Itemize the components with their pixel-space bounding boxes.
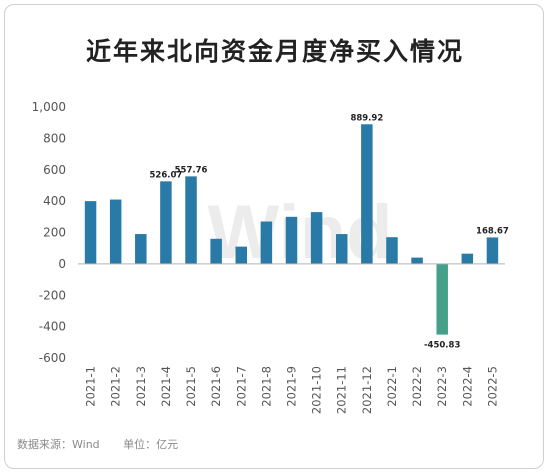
chart-footer: 数据来源：Wind 单位：亿元: [17, 436, 198, 452]
x-tick-label: 2021-7: [234, 366, 248, 407]
y-tick-label: -200: [39, 288, 66, 302]
bar: [135, 234, 147, 264]
bar: [486, 237, 499, 264]
x-tick-label: 2021-9: [285, 366, 299, 407]
y-tick-label: 200: [43, 226, 66, 240]
y-tick-label: 800: [43, 131, 66, 145]
bars: [84, 124, 499, 335]
x-tick-label: 2021-6: [209, 366, 223, 407]
x-axis: 2021-1 2021-2 2021-3 2021-4 2021-5 2021-6 2021…: [84, 366, 500, 414]
bar: [84, 201, 97, 264]
bar: [109, 199, 122, 264]
y-tick-label: -400: [39, 320, 66, 334]
y-tick-label: 0: [58, 257, 66, 271]
x-tick-label: 2021-5: [184, 366, 198, 407]
bar: [285, 216, 298, 264]
x-tick-label: 2021-3: [134, 366, 148, 407]
x-tick-label: 2021-8: [259, 366, 273, 407]
bar: [260, 221, 273, 264]
x-tick-label: 2022-2: [410, 366, 424, 407]
x-tick-label: 2022-3: [435, 366, 449, 407]
unit-note: 单位：亿元: [123, 438, 179, 451]
y-tick-label: 600: [43, 163, 66, 177]
bar: [411, 257, 423, 264]
x-tick-label: 2021-1: [84, 366, 98, 407]
data-label: 557.76: [175, 165, 208, 175]
bar: [185, 176, 197, 264]
x-tick-label: 2022-5: [485, 366, 499, 407]
bar: [436, 263, 448, 335]
y-tick-label: 1,000: [32, 100, 66, 114]
bar: [310, 212, 323, 264]
bar: [160, 181, 172, 264]
bar: [235, 246, 248, 264]
data-label: -450.83: [424, 341, 460, 351]
x-tick-label: 2021-12: [360, 366, 374, 414]
x-tick-label: 2021-10: [310, 366, 324, 414]
y-tick-label: 400: [43, 194, 66, 208]
bar: [461, 253, 474, 264]
y-tick-label: -600: [39, 351, 66, 365]
source-note: 数据来源：Wind: [17, 438, 100, 451]
data-label: 168.67: [476, 226, 509, 236]
x-tick-label: 2021-2: [109, 366, 123, 407]
x-tick-label: 2021-11: [335, 366, 349, 414]
data-label: 526.07: [150, 170, 183, 180]
bar: [210, 238, 222, 264]
bar: [361, 124, 373, 264]
bar: [335, 234, 348, 264]
x-tick-label: 2021-4: [159, 366, 173, 407]
data-label: 889.92: [350, 113, 383, 123]
x-tick-label: 2022-4: [460, 366, 474, 407]
x-tick-label: 2022-1: [385, 366, 399, 407]
y-axis: 1,000 800 600 400 200 0 -200 -400 -600: [32, 100, 66, 365]
chart-title: 近年来北向资金月度净买入情况: [85, 37, 464, 66]
bar: [386, 237, 398, 264]
